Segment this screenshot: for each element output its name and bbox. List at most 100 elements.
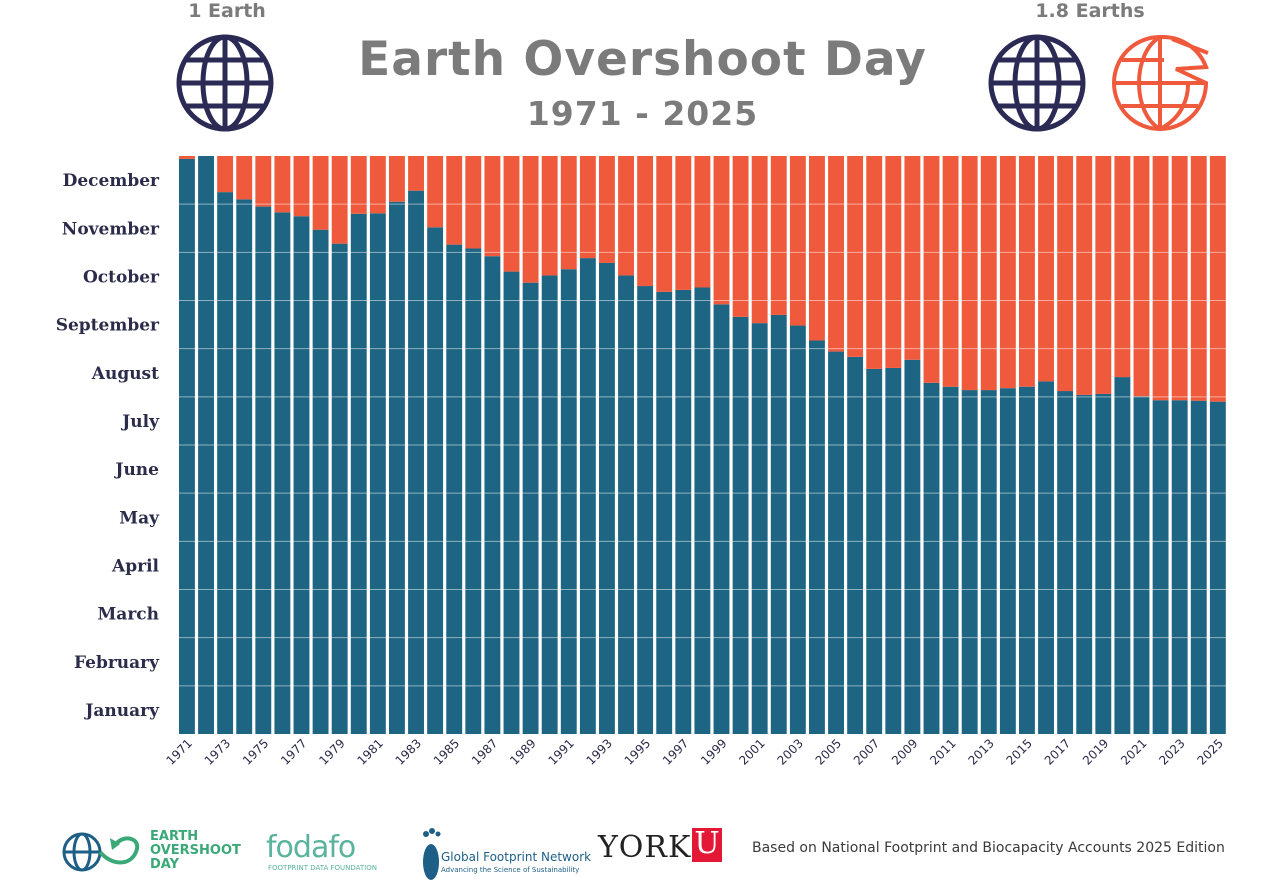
- bar-overshoot-1985: [446, 156, 463, 245]
- bar-used-1979: [331, 243, 348, 734]
- x-tick-label: 2019: [1080, 736, 1111, 767]
- earth-overshoot-day-logo-icon: [62, 832, 140, 872]
- x-tick-label: 1973: [202, 736, 233, 767]
- bar-used-1990: [541, 275, 558, 734]
- bar-used-1991: [560, 269, 577, 734]
- bar-used-2014: [999, 388, 1016, 734]
- chart-title: Earth Overshoot Day: [358, 32, 927, 87]
- bar-overshoot-1980: [350, 156, 367, 214]
- x-axis-labels: 1971 1973 1975 1977 1979 1981 1983 1985 1987 1989…: [164, 736, 1226, 767]
- gridlines: [179, 203, 1229, 687]
- y-tick-label: November: [62, 219, 160, 239]
- bar-overshoot-2014: [999, 156, 1016, 389]
- bar-overshoot-2009: [904, 156, 921, 360]
- bar-used-1986: [465, 248, 482, 735]
- fodafo-logo: fodafo: [266, 830, 356, 865]
- bar-used-2000: [732, 316, 749, 734]
- bar-used-1975: [255, 206, 272, 734]
- bar-overshoot-2002: [770, 156, 787, 315]
- bar-used-1994: [618, 275, 634, 734]
- x-tick-label: 2017: [1042, 736, 1073, 767]
- bar-overshoot-1982: [389, 156, 405, 202]
- x-tick-label: 2013: [965, 736, 996, 767]
- y-tick-label: September: [56, 316, 160, 336]
- bar-used-2011: [942, 386, 959, 734]
- bar-used-2005: [828, 351, 844, 734]
- y-tick-label: February: [74, 653, 160, 673]
- globe-icon: [176, 34, 274, 132]
- bar-used-1999: [713, 304, 730, 734]
- bar-overshoot-2015: [1019, 156, 1035, 387]
- bar-used-2006: [847, 356, 864, 734]
- y-tick-label: August: [91, 364, 159, 384]
- bar-overshoot-2012: [961, 156, 978, 391]
- bar-used-2015: [1019, 386, 1035, 734]
- x-tick-label: 1999: [698, 736, 729, 767]
- bar-used-1985: [446, 244, 463, 734]
- x-tick-label: 2007: [851, 736, 882, 767]
- bar-overshoot-2013: [980, 156, 997, 391]
- bar-overshoot-1975: [255, 156, 272, 207]
- bar-overshoot-1992: [579, 156, 596, 259]
- bar-overshoot-1976: [274, 156, 291, 213]
- x-tick-label: 2001: [736, 736, 767, 767]
- x-tick-label: 2003: [775, 736, 806, 767]
- bar-used-2010: [923, 382, 940, 734]
- bar-overshoot-2016: [1038, 156, 1054, 382]
- bar-overshoot-1999: [713, 156, 730, 305]
- bar-used-1987: [484, 256, 501, 734]
- x-tick-label: 1987: [469, 736, 500, 767]
- x-tick-label: 1979: [316, 736, 347, 767]
- bar-overshoot-1986: [465, 156, 482, 249]
- x-tick-label: 2009: [889, 736, 920, 767]
- bar-overshoot-2005: [828, 156, 844, 352]
- bar-used-1973: [217, 192, 234, 735]
- bar-used-2017: [1057, 391, 1074, 734]
- x-tick-label: 2025: [1195, 736, 1226, 767]
- bar-overshoot-2004: [809, 156, 825, 341]
- partial-globe-icon: [1112, 35, 1209, 131]
- bar-overshoot-1987: [484, 156, 501, 257]
- bar-used-2023: [1171, 400, 1188, 734]
- bar-used-1981: [369, 213, 386, 734]
- x-tick-label: 1989: [507, 736, 538, 767]
- bar-used-1977: [293, 216, 310, 734]
- york-u-mark: U: [692, 828, 722, 862]
- x-tick-label: 2005: [813, 736, 844, 767]
- bar-overshoot-2007: [866, 156, 883, 369]
- footprint-icon: [423, 828, 441, 880]
- bar-used-1974: [236, 199, 253, 735]
- x-tick-label: 2023: [1156, 736, 1187, 767]
- bar-overshoot-1989: [522, 156, 539, 283]
- eod-logo-text: EARTH OVERSHOOT DAY: [150, 829, 241, 872]
- bar-overshoot-1983: [408, 156, 424, 191]
- bar-overshoot-2001: [751, 156, 768, 324]
- chart-subtitle: 1971 - 2025: [526, 94, 759, 133]
- x-tick-label: 1991: [545, 736, 576, 767]
- earths-needed-label: 1.8 Earths: [1035, 0, 1145, 22]
- bar-overshoot-1990: [541, 156, 558, 276]
- bar-used-2021: [1133, 396, 1150, 734]
- y-tick-label: March: [97, 605, 159, 625]
- bar-overshoot-1988: [503, 156, 520, 272]
- bar-used-1996: [656, 291, 673, 734]
- x-tick-label: 2015: [1004, 736, 1035, 767]
- bar-overshoot-1971: [179, 156, 195, 159]
- bar-overshoot-2011: [942, 156, 959, 387]
- bar-used-1984: [427, 227, 444, 735]
- bar-overshoot-2022: [1152, 156, 1169, 401]
- bar-overshoot-1977: [293, 156, 310, 217]
- x-tick-label: 1983: [393, 736, 424, 767]
- bar-overshoot-2025: [1209, 156, 1226, 402]
- bar-used-2002: [770, 314, 787, 734]
- bar-used-2009: [904, 359, 921, 734]
- x-tick-label: 1975: [240, 736, 271, 767]
- bar-overshoot-1978: [312, 156, 329, 230]
- bar-overshoot-1993: [599, 156, 615, 263]
- bar-overshoot-1974: [236, 156, 253, 200]
- y-axis-labels: January February March April May June July Augu…: [56, 171, 160, 721]
- globe-icon: [988, 34, 1086, 132]
- bar-used-1983: [408, 190, 424, 734]
- bar-overshoot-1996: [656, 156, 673, 292]
- y-tick-label: June: [113, 460, 159, 480]
